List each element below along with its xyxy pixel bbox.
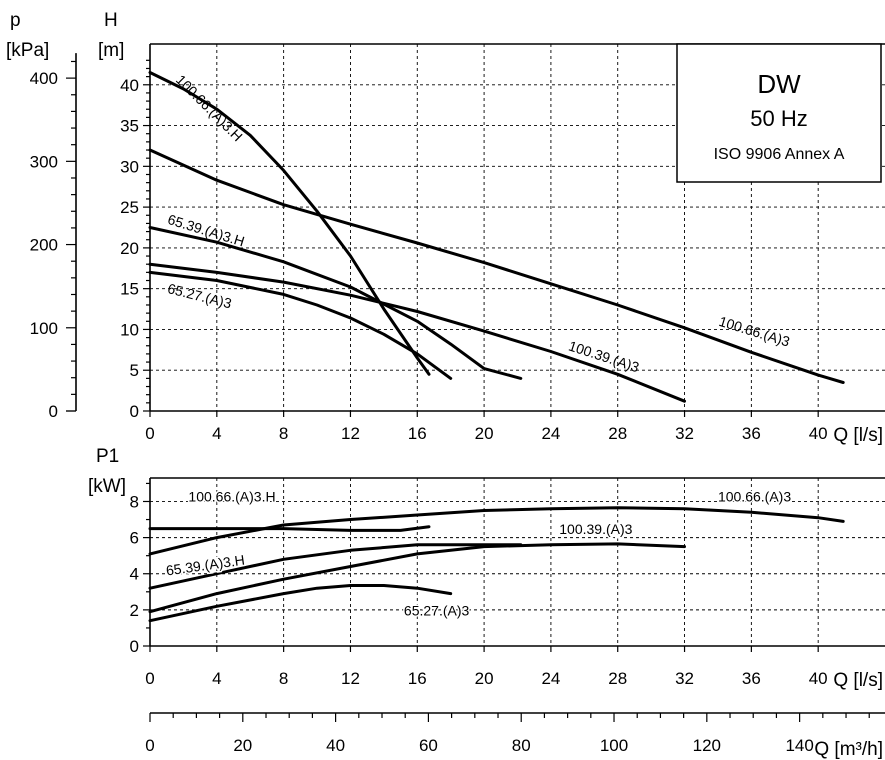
power-curve-65-27-a-3 bbox=[148, 584, 453, 623]
x-tick-label: 4 bbox=[212, 669, 221, 688]
p1-tick-label: 2 bbox=[130, 601, 139, 620]
h-tick-label: 20 bbox=[120, 239, 139, 258]
m3h-tick-label: 20 bbox=[233, 736, 252, 755]
x-tick-label: 4 bbox=[212, 424, 221, 443]
head-curve-plot: 05101520253035400100200300400p[kPa]H[m]0… bbox=[6, 10, 885, 446]
p1-tick-label: 0 bbox=[130, 637, 139, 656]
head-curve-label: 100.66.(A)3.H bbox=[173, 72, 246, 145]
power-curve-label: 100.66.(A)3.H bbox=[188, 488, 275, 504]
m3h-tick-label: 120 bbox=[693, 736, 721, 755]
p-tick-label: 0 bbox=[49, 402, 58, 421]
p-tick-label: 400 bbox=[30, 69, 58, 88]
h-tick-label: 40 bbox=[120, 76, 139, 95]
m3h-axis-title: Q [m³/h] bbox=[814, 739, 883, 760]
legend-standard: ISO 9906 Annex A bbox=[714, 146, 845, 163]
m3h-tick-label: 0 bbox=[145, 736, 154, 755]
x-tick-label: 0 bbox=[145, 424, 154, 443]
h-tick-label: 0 bbox=[130, 402, 139, 421]
p-tick-label: 300 bbox=[30, 152, 58, 171]
p1-tick-label: 8 bbox=[130, 492, 139, 511]
h-axis-title: H bbox=[104, 10, 118, 31]
legend-box: DW 50 Hz ISO 9906 Annex A bbox=[676, 43, 882, 183]
power-curve-label: 100.39.(A)3 bbox=[559, 521, 632, 537]
p-tick-label: 100 bbox=[30, 319, 58, 338]
m3h-tick-label: 140 bbox=[785, 736, 813, 755]
p1-axis-unit: [kW] bbox=[88, 476, 126, 497]
x-tick-label: 28 bbox=[608, 424, 627, 443]
legend-title: DW bbox=[757, 69, 801, 99]
x-tick-label: 40 bbox=[809, 424, 828, 443]
x-tick-label: 32 bbox=[675, 424, 694, 443]
power-curve-label: 100.66.(A)3 bbox=[718, 488, 791, 504]
x-tick-label: 36 bbox=[742, 669, 761, 688]
head-curve-label: 65.39.(A)3.H bbox=[166, 211, 247, 250]
x-tick-label: 16 bbox=[408, 669, 427, 688]
h-tick-label: 5 bbox=[130, 361, 139, 380]
x-tick-label: 20 bbox=[475, 424, 494, 443]
x-tick-label: 40 bbox=[809, 669, 828, 688]
m3h-tick-label: 100 bbox=[600, 736, 628, 755]
x-tick-label: 20 bbox=[475, 669, 494, 688]
h-tick-label: 35 bbox=[120, 117, 139, 136]
m3h-tick-label: 80 bbox=[512, 736, 531, 755]
x-tick-label: 8 bbox=[279, 424, 288, 443]
power-curve-65-39-a-3-h bbox=[148, 543, 523, 590]
head-curve-label: 65.27.(A)3 bbox=[166, 280, 234, 311]
power-curve-label: 65.27.(A)3 bbox=[404, 602, 470, 618]
x-tick-label: 16 bbox=[408, 424, 427, 443]
h-tick-label: 30 bbox=[120, 157, 139, 176]
head-curve-65-27-a-3 bbox=[148, 270, 453, 380]
legend-frame bbox=[676, 43, 882, 183]
h-tick-label: 15 bbox=[120, 280, 139, 299]
m3h-tick-label: 40 bbox=[326, 736, 345, 755]
flow-m3h-axis: 0 20 40 60 80 100 120 140 Q [m³/h] bbox=[145, 712, 885, 760]
x-tick-label: 36 bbox=[742, 424, 761, 443]
head-curve-100-66-a-3 bbox=[148, 148, 845, 384]
legend-frequency: 50 Hz bbox=[750, 106, 807, 131]
m3h-tick-label: 60 bbox=[419, 736, 438, 755]
p1-axis-title: P1 bbox=[96, 446, 119, 467]
x-tick-label: 32 bbox=[675, 669, 694, 688]
power-curve-label: 65.39.(A)3.H bbox=[165, 552, 246, 579]
power-curve-100-39-a-3 bbox=[148, 542, 686, 614]
power-curve-100-66-a-3-h bbox=[148, 525, 431, 532]
x-tick-label: 0 bbox=[145, 669, 154, 688]
h-tick-label: 25 bbox=[120, 198, 139, 217]
x-axis-title: Q [l/s] bbox=[833, 425, 883, 446]
x-axis-title: Q [l/s] bbox=[833, 670, 883, 691]
p-axis-unit: [kPa] bbox=[6, 40, 49, 61]
x-tick-label: 24 bbox=[541, 669, 560, 688]
p-tick-label: 200 bbox=[30, 236, 58, 255]
h-tick-label: 10 bbox=[120, 320, 139, 339]
x-tick-label: 12 bbox=[341, 424, 360, 443]
head-curve-100-39-a-3 bbox=[148, 262, 686, 403]
x-tick-label: 12 bbox=[341, 669, 360, 688]
x-tick-label: 8 bbox=[279, 669, 288, 688]
h-axis-unit: [m] bbox=[98, 40, 124, 61]
x-tick-label: 28 bbox=[608, 669, 627, 688]
head-curve-100-66-a-3-h bbox=[148, 71, 431, 376]
p-axis-title: p bbox=[10, 10, 21, 31]
power-curve-100-66-a-3 bbox=[148, 506, 845, 556]
p1-tick-label: 6 bbox=[130, 529, 139, 548]
p1-tick-label: 4 bbox=[130, 565, 139, 584]
x-tick-label: 24 bbox=[541, 424, 560, 443]
